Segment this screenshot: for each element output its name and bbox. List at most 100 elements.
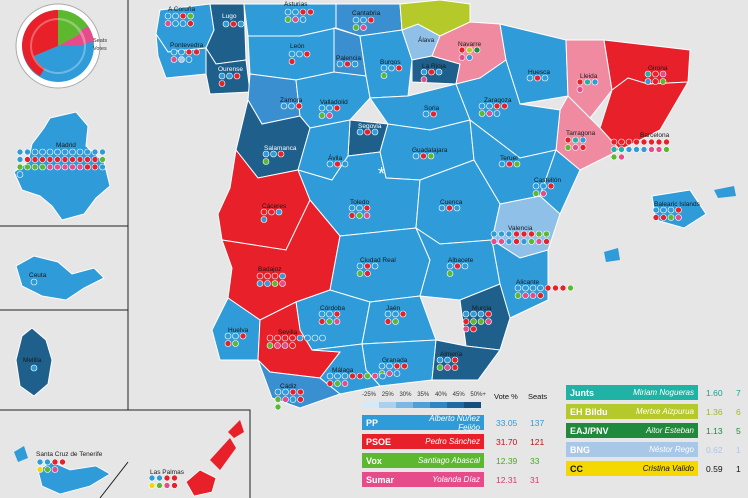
label-huelva: Huelva (228, 327, 249, 334)
party-vote: 33.05 (496, 418, 518, 428)
seat-dot (478, 110, 486, 117)
seats-label: Seats (93, 38, 107, 44)
seat-dot (392, 310, 399, 318)
party-name: EH Bildu (570, 406, 608, 417)
seat-dot (640, 146, 648, 153)
seat-dot (164, 12, 172, 20)
seat-dot (356, 270, 364, 277)
seat-dot (336, 60, 344, 68)
seat-dot (364, 270, 371, 277)
seat-dot (618, 153, 625, 161)
seat-dot (360, 24, 367, 31)
seat-dot (232, 340, 239, 347)
seat-dot (318, 104, 326, 112)
label-las-palmas: Las Palmas (150, 469, 185, 476)
seat-dot (535, 230, 543, 238)
seat-dot (279, 280, 286, 287)
seat-dot (591, 78, 599, 86)
seat-dot (84, 148, 91, 156)
seat-dot (187, 12, 194, 20)
seat-dot (46, 156, 54, 163)
seat-dot (334, 160, 341, 168)
seat-dot (610, 138, 618, 146)
seat-dot (282, 388, 289, 396)
pie-legend: Seats Votes (15, 3, 107, 89)
seat-dot (652, 70, 659, 78)
seat-dot (501, 102, 508, 110)
party-leader: Yolanda Díaz (432, 475, 480, 484)
seat-dot (284, 8, 292, 16)
seat-dot (289, 334, 296, 342)
lanzarote (228, 420, 244, 438)
seat-dot (392, 318, 399, 325)
seat-dot (233, 72, 241, 80)
province-ciudad-real (329, 227, 431, 303)
seat-dot (386, 362, 393, 370)
seat-dot (31, 156, 39, 163)
seat-dot (462, 318, 470, 325)
seat-dot (260, 216, 268, 223)
seat-dot (284, 16, 292, 23)
seat-dot (264, 280, 271, 287)
seat-dot (363, 212, 371, 219)
party-seats: 121 (530, 437, 545, 447)
scale-swatch (396, 402, 413, 408)
party-leader: Santiago Abascal (418, 456, 480, 465)
party-name: Vox (366, 455, 382, 466)
seat-dot (187, 20, 194, 27)
label-murcia: Murcia (472, 305, 492, 312)
seat-dot (543, 230, 550, 238)
seat-dot (572, 136, 579, 144)
seat-dot (364, 372, 371, 380)
seat-dot (224, 340, 232, 347)
seat-dot (296, 50, 303, 58)
seat-dot (334, 372, 341, 380)
label-barcelona: Barcelona (640, 132, 670, 139)
seat-dot (39, 148, 46, 156)
seat-dot (514, 284, 522, 292)
seat-dot (36, 466, 44, 473)
seat-dot (54, 148, 61, 156)
party-vote: 1.13 (706, 426, 723, 436)
label-madrid: Madrid (56, 142, 76, 149)
canary-divider (99, 461, 129, 498)
capital-marker: * (378, 164, 385, 184)
seat-dot (281, 334, 289, 342)
seat-dot (522, 284, 529, 292)
seat-dot (226, 72, 233, 80)
seat-dot (99, 156, 106, 163)
seat-dot (490, 230, 498, 238)
seat-dot (675, 206, 682, 214)
seat-dot (179, 12, 187, 20)
seat-dot (540, 190, 547, 197)
seat-dot (371, 262, 379, 270)
party-leader: Néstor Rego (649, 445, 694, 454)
province-huesca (499, 23, 569, 105)
seat-dot (69, 156, 76, 163)
seat-dot (572, 144, 579, 151)
seat-dot (352, 16, 360, 24)
seat-dot (532, 190, 540, 197)
seat-dot (498, 230, 505, 238)
seat-dot (271, 280, 279, 287)
menorca (714, 186, 736, 198)
seat-dot (420, 68, 428, 76)
seat-dot (610, 146, 618, 153)
scale-label: -25% (362, 392, 377, 398)
seat-dot (498, 238, 505, 245)
seat-dot (256, 280, 264, 287)
seat-dot (422, 110, 430, 118)
seat-dot (644, 78, 652, 85)
seat-dot (164, 20, 172, 27)
seat-dot (567, 284, 574, 292)
seat-dot (99, 163, 106, 171)
seat-dot (352, 24, 360, 31)
label-cuenca: Cuenca (440, 199, 463, 206)
party-seats: 33 (530, 456, 540, 466)
seat-dot (461, 262, 469, 270)
seat-dot (275, 208, 283, 216)
seat-dot (490, 238, 498, 245)
seat-dot (170, 48, 178, 56)
seat-dot (667, 214, 675, 221)
seat-dot (564, 136, 572, 144)
